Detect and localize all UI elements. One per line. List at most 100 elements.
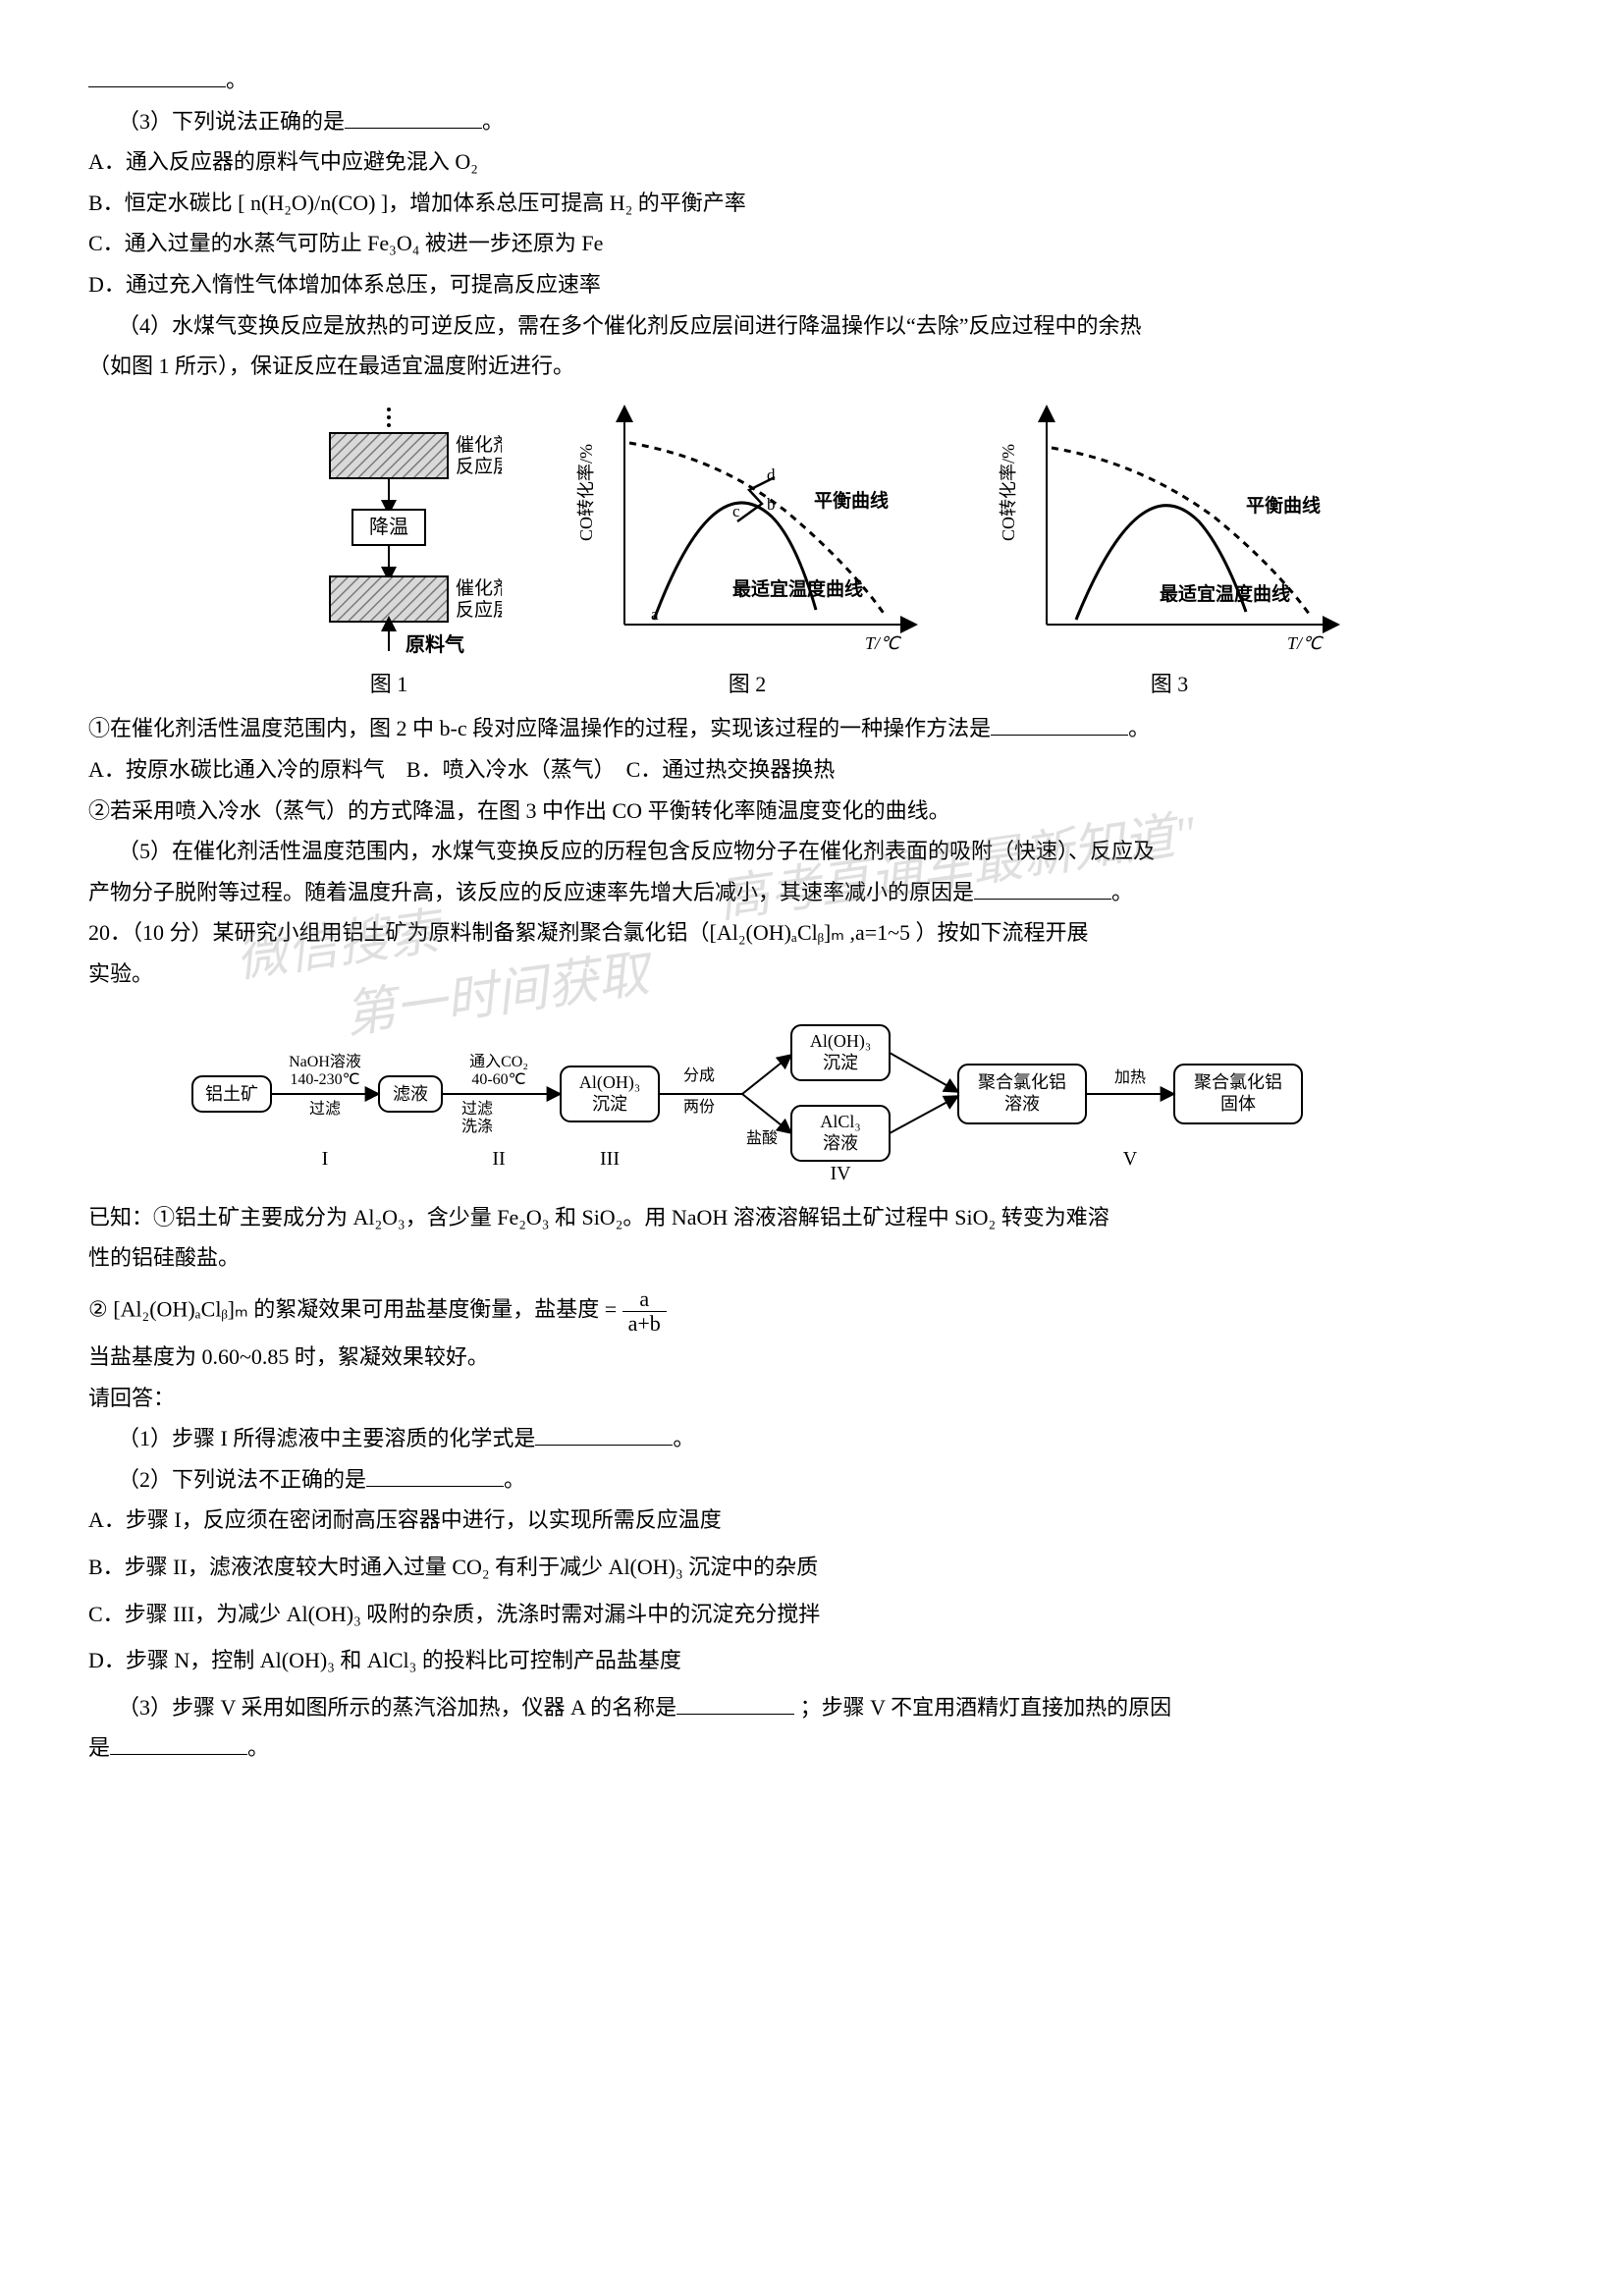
svg-text:滤液: 滤液 [393, 1084, 428, 1104]
q20-ans-lead: 请回答： [88, 1379, 1534, 1418]
q20-s1: （1）步骤 I 所得滤液中主要溶质的化学式是 [118, 1426, 535, 1450]
svg-text:过滤: 过滤 [309, 1100, 341, 1118]
figure-3: CO转化率/% T/℃ 平衡曲线 最适宜温度曲线 [993, 404, 1346, 659]
svg-text:III: III [600, 1148, 620, 1170]
svg-text:反应层: 反应层 [456, 599, 502, 621]
svg-text:沉淀: 沉淀 [823, 1053, 858, 1072]
svg-text:c: c [732, 502, 740, 520]
figure-1: 催化剂 反应层 降温 催化剂 反应层 原料气 [276, 404, 502, 659]
svg-text:分成: 分成 [683, 1066, 715, 1084]
q20-oC: C．步骤 III，为减少 Al(OH)₃ 吸附的杂质，洗涤时需对漏斗中的沉淀充分… [88, 1595, 1534, 1634]
svg-text:40-60℃: 40-60℃ [471, 1071, 525, 1088]
svg-text:聚合氯化铝: 聚合氯化铝 [1194, 1072, 1282, 1092]
q20-known1: 已知：①铝土矿主要成分为 Al₂O₃，含少量 Fe₂O₃ 和 SiO₂。用 Na… [88, 1198, 1534, 1237]
q19-optC: C．通入过量的水蒸气可防止 Fe₃O₄ 被进一步还原为 Fe [88, 224, 1534, 263]
fig3-caption: 图 3 [1151, 665, 1189, 704]
svg-text:加热: 加热 [1114, 1068, 1146, 1086]
svg-text:催化剂: 催化剂 [456, 434, 502, 456]
q20-known2b: 当盐基度为 0.60~0.85 时，絮凝效果较好。 [88, 1338, 1534, 1377]
fig2-caption: 图 2 [729, 665, 767, 704]
svg-text:T/℃: T/℃ [1287, 633, 1324, 653]
svg-text:T/℃: T/℃ [865, 633, 901, 653]
svg-text:a: a [651, 605, 659, 624]
svg-text:降温: 降温 [369, 516, 408, 538]
svg-text:NaOH溶液: NaOH溶液 [289, 1053, 361, 1070]
q20-stem-a: 20．（10 分）某研究小组用铝土矿为原料制备絮凝剂聚合氯化铝（[Al₂(OH)… [88, 913, 1534, 953]
svg-text:最适宜温度曲线: 最适宜温度曲线 [1160, 582, 1290, 605]
frac-den: a+b [622, 1312, 667, 1336]
svg-text:沉淀: 沉淀 [592, 1094, 627, 1114]
svg-text:b: b [767, 495, 776, 514]
svg-text:d: d [767, 465, 776, 484]
svg-text:AlCl₃: AlCl₃ [820, 1112, 860, 1131]
blank-q19-3[interactable] [345, 102, 482, 128]
svg-text:溶液: 溶液 [1004, 1094, 1040, 1114]
svg-text:聚合氯化铝: 聚合氯化铝 [978, 1072, 1066, 1092]
svg-text:IV: IV [830, 1163, 851, 1184]
svg-text:盐酸: 盐酸 [746, 1129, 778, 1147]
q20-oD: D．步骤 N，控制 Al(OH)₃ 和 AlCl₃ 的投料比可控制产品盐基度 [88, 1641, 1534, 1680]
q19-3-stem: （3）下列说法正确的是 [118, 109, 345, 134]
svg-text:I: I [322, 1148, 329, 1170]
svg-text:催化剂: 催化剂 [456, 577, 502, 599]
blank-q19-5[interactable] [974, 873, 1111, 899]
svg-text:过滤: 过滤 [461, 1100, 493, 1118]
q20-s3a: （3）步骤 V 采用如图所示的蒸汽浴加热，仪器 A 的名称是 [118, 1695, 676, 1720]
svg-text:平衡曲线: 平衡曲线 [1246, 494, 1321, 517]
q19-4a: （4）水煤气变换反应是放热的可逆反应，需在多个催化剂反应层间进行降温操作以“去除… [88, 306, 1534, 346]
svg-text:两份: 两份 [683, 1098, 715, 1116]
q20-s2: （2）下列说法不正确的是 [118, 1467, 366, 1492]
svg-text:固体: 固体 [1220, 1094, 1256, 1114]
text: 。 [1111, 880, 1133, 904]
q20-s3b: ；步骤 V 不宜用酒精灯直接加热的原因 [800, 1695, 1172, 1720]
text: 。 [504, 1467, 525, 1492]
frac-num: a [622, 1287, 667, 1312]
blank-q19-4-1[interactable] [991, 710, 1128, 736]
fraction: a a+b [622, 1287, 667, 1336]
svg-text:铝土矿: 铝土矿 [205, 1084, 258, 1104]
svg-text:平衡曲线: 平衡曲线 [814, 489, 889, 512]
svg-text:原料气: 原料气 [406, 632, 464, 656]
svg-text:CO转化率/%: CO转化率/% [999, 444, 1018, 541]
figure-2: CO转化率/% T/℃ 平衡曲线 最适宜温度曲线 b c d a [570, 404, 924, 659]
figure-row: 催化剂 反应层 降温 催化剂 反应层 原料气 图 1 CO转化率/% [88, 404, 1534, 704]
svg-text:140-230℃: 140-230℃ [290, 1071, 359, 1088]
fig1-caption: 图 1 [370, 665, 408, 704]
svg-text:溶液: 溶液 [823, 1133, 858, 1153]
q19-optA: A．通入反应器的原料气中应避免混入 O₂ [88, 142, 1534, 182]
q19-4-1a: ①在催化剂活性温度范围内，图 2 中 b-c 段对应降温操作的过程，实现该过程的… [88, 716, 991, 740]
q19-optB: B．恒定水碳比 [ n(H₂O)/n(CO) ]，增加体系总压可提高 H₂ 的平… [88, 184, 1534, 223]
text: 。 [673, 1426, 694, 1450]
q20-known2a: ② [Al₂(OH)ₐClᵦ]ₘ 的絮凝效果可用盐基度衡量，盐基度 = [88, 1296, 617, 1321]
blank-q20-1[interactable] [535, 1420, 673, 1446]
q19-4-1-opts: A．按原水碳比通入冷的原料气 B．喷入冷水（蒸气） C．通过热交换器换热 [88, 750, 1534, 790]
q20-oA: A．步骤 I，反应须在密闭耐高压容器中进行，以实现所需反应温度 [88, 1501, 1534, 1540]
q19-5a: （5）在催化剂活性温度范围内，水煤气变换反应的历程包含反应物分子在催化剂表面的吸… [88, 832, 1534, 871]
blank-q20-3b[interactable] [110, 1729, 247, 1755]
svg-text:最适宜温度曲线: 最适宜温度曲线 [732, 577, 863, 600]
flowchart: 铝土矿 NaOH溶液 140-230℃ 过滤 I 滤液 通入CO₂ 40-60℃… [183, 1008, 1439, 1184]
q20-oB: B．步骤 II，滤液浓度较大时通入过量 CO₂ 有利于减少 Al(OH)₃ 沉淀… [88, 1548, 1534, 1587]
blank-q20-2[interactable] [366, 1460, 504, 1486]
q20-known1b: 性的铝硅酸盐。 [88, 1238, 1534, 1278]
text: 。 [482, 109, 504, 134]
q19-4b: （如图 1 所示），保证反应在最适宜温度附近进行。 [88, 347, 1534, 386]
svg-text:V: V [1123, 1148, 1138, 1170]
blank-q20-3a[interactable] [676, 1688, 794, 1714]
svg-text:通入CO₂: 通入CO₂ [469, 1053, 528, 1070]
text: 。 [1128, 716, 1150, 740]
q19-5b: 产物分子脱附等过程。随着温度升高，该反应的反应速率先增大后减小，其速率减小的原因… [88, 880, 974, 904]
q19-4-2: ②若采用喷入冷水（蒸气）的方式降温，在图 3 中作出 CO 平衡转化率随温度变化… [88, 792, 1534, 831]
text: 。 [247, 1735, 269, 1760]
q19-optD: D．通过充入惰性气体增加体系总压，可提高反应速率 [88, 265, 1534, 304]
svg-text:II: II [492, 1148, 505, 1170]
q20-stem-b: 实验。 [88, 955, 1534, 994]
blank-q19-2[interactable] [88, 62, 226, 87]
q20-s3c: 是 [88, 1735, 110, 1760]
svg-text:Al(OH)₃: Al(OH)₃ [810, 1031, 871, 1052]
svg-text:Al(OH)₃: Al(OH)₃ [579, 1072, 640, 1093]
svg-text:洗涤: 洗涤 [461, 1118, 493, 1135]
svg-text:CO转化率/%: CO转化率/% [576, 444, 596, 541]
text: 。 [226, 68, 247, 92]
svg-text:反应层: 反应层 [456, 456, 502, 477]
